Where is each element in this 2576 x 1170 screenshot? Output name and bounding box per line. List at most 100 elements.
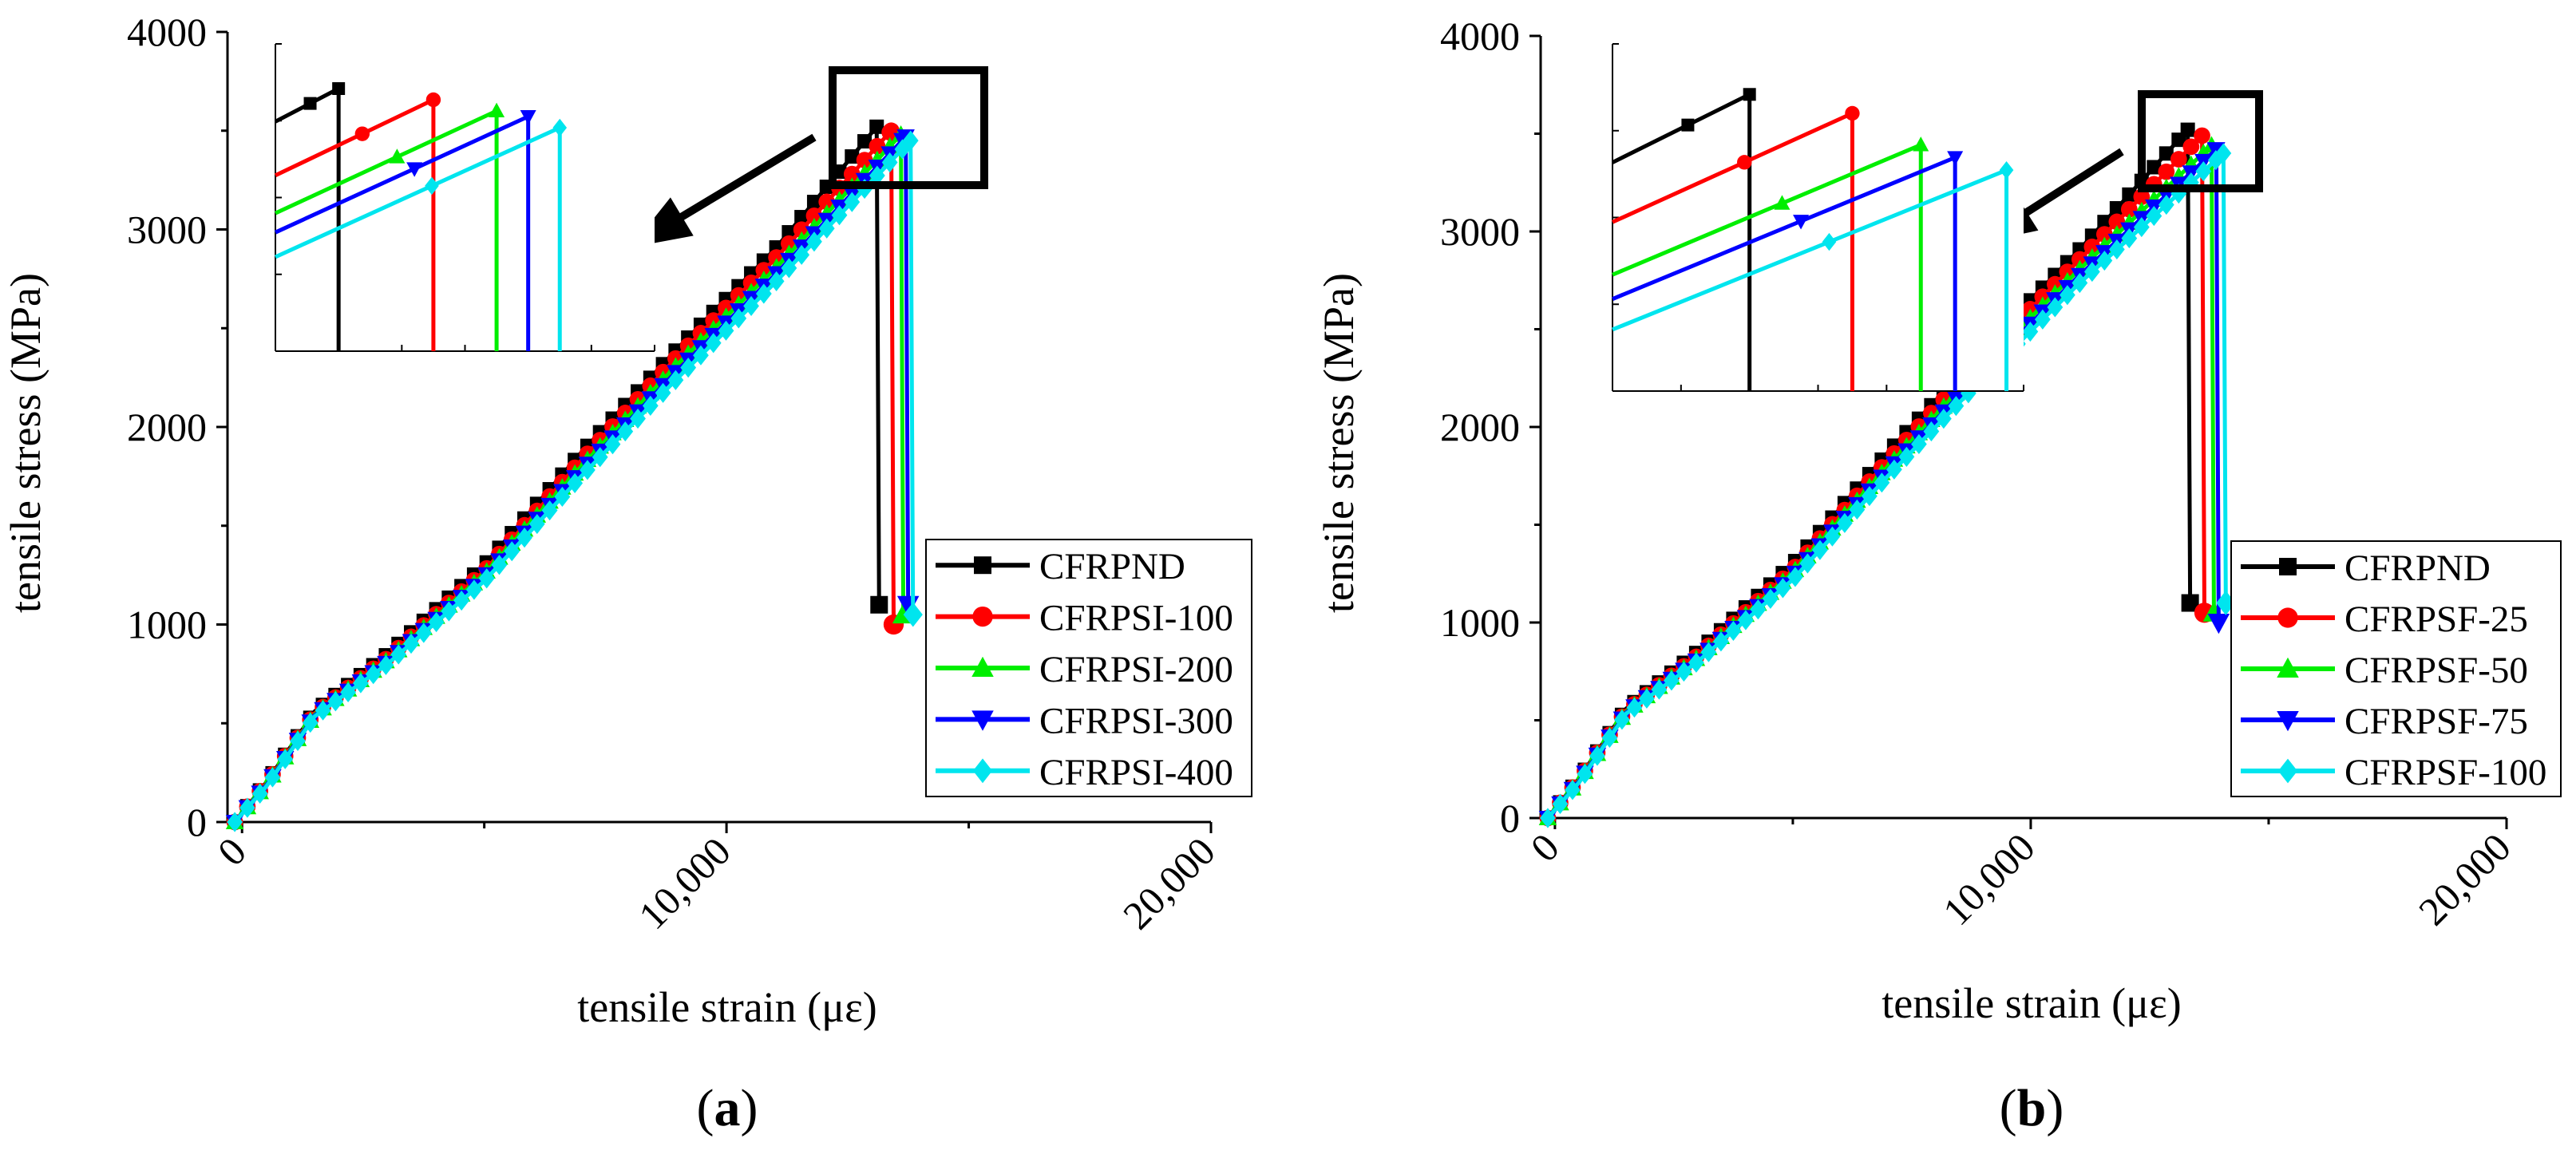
data-point-marker bbox=[818, 218, 835, 239]
panel-label-letter: b bbox=[2017, 1079, 2047, 1137]
data-point-marker bbox=[642, 395, 659, 416]
data-point-marker bbox=[415, 623, 432, 643]
data-point-marker bbox=[1614, 710, 1630, 730]
inset-marker bbox=[389, 148, 406, 164]
data-point-marker bbox=[1700, 642, 1717, 662]
data-point-marker bbox=[1688, 652, 1704, 673]
inset-peak-marker bbox=[425, 92, 441, 108]
data-point-marker bbox=[251, 783, 268, 804]
x-tick-label: 0 bbox=[209, 828, 255, 874]
data-point-marker bbox=[567, 472, 584, 494]
data-point-marker bbox=[869, 165, 885, 186]
x-axis-title: tensile strain (με) bbox=[1882, 979, 2182, 1027]
data-point-marker bbox=[743, 295, 759, 317]
inset-peak-marker bbox=[1845, 105, 1860, 121]
legend-swatch-marker bbox=[971, 656, 994, 677]
series-cfrpsi-400 bbox=[227, 130, 923, 832]
legend-label: CFRPSF-50 bbox=[2345, 650, 2528, 691]
panel-label-open: ( bbox=[697, 1079, 714, 1137]
data-point-marker bbox=[2034, 309, 2051, 330]
data-point-marker bbox=[592, 447, 608, 468]
data-point-marker bbox=[2022, 321, 2039, 342]
data-point-marker bbox=[1775, 578, 1791, 599]
legend-label: CFRPSF-25 bbox=[2345, 599, 2528, 640]
data-point-marker bbox=[2120, 200, 2138, 218]
data-point-marker bbox=[630, 408, 646, 429]
y-tick-label: 1000 bbox=[127, 603, 207, 647]
data-point-marker bbox=[845, 149, 860, 164]
data-point-marker bbox=[2147, 160, 2162, 175]
data-point-marker bbox=[2133, 216, 2150, 238]
data-point-marker bbox=[806, 231, 822, 252]
data-point-marker bbox=[1601, 727, 1618, 748]
data-point-marker bbox=[894, 139, 911, 160]
peak-marker bbox=[2207, 142, 2226, 159]
data-point-marker bbox=[1762, 588, 1779, 609]
data-point-marker bbox=[1565, 780, 1581, 800]
inset-marker bbox=[303, 97, 317, 110]
inset-marker bbox=[1737, 155, 1752, 170]
data-point-marker bbox=[1589, 745, 1605, 766]
legend-swatch-marker bbox=[2277, 657, 2299, 678]
data-point-marker bbox=[403, 633, 419, 654]
residual-marker bbox=[870, 595, 888, 614]
peak-marker bbox=[2180, 122, 2195, 137]
data-point-marker bbox=[617, 421, 634, 442]
x-axis-title: tensile strain (με) bbox=[577, 983, 877, 1031]
data-point-marker bbox=[2122, 187, 2137, 202]
peak-marker bbox=[2215, 143, 2232, 164]
data-point-marker bbox=[504, 541, 520, 562]
data-point-marker bbox=[680, 358, 697, 378]
y-axis-title: tensile stress (MPa) bbox=[2, 273, 49, 613]
legend-label: CFRPND bbox=[1039, 546, 1185, 587]
y-tick-label: 2000 bbox=[127, 405, 207, 449]
data-point-marker bbox=[1540, 808, 1556, 828]
inset-peak-marker bbox=[1999, 160, 2014, 180]
legend-label: CFRPND bbox=[2345, 547, 2491, 589]
data-point-marker bbox=[264, 767, 281, 788]
data-point-marker bbox=[1811, 540, 1828, 560]
panel-label-close: ) bbox=[741, 1079, 758, 1137]
data-point-marker bbox=[881, 152, 898, 173]
data-point-marker bbox=[1639, 688, 1655, 709]
legend: CFRPND CFRPSI-100 CFRPSI-200 CFRPSI-300 CFRP… bbox=[925, 539, 1252, 797]
data-point-marker bbox=[2108, 213, 2126, 231]
inset-peak-marker bbox=[332, 82, 346, 95]
data-point-marker bbox=[1552, 793, 1569, 814]
zoom-arrow-shaft bbox=[2009, 148, 2124, 226]
panel-label-open: ( bbox=[2000, 1079, 2017, 1137]
residual-marker bbox=[903, 602, 923, 627]
inset-marker bbox=[1793, 215, 1810, 230]
data-point-marker bbox=[2084, 228, 2099, 243]
data-point-marker bbox=[793, 244, 810, 265]
data-point-marker bbox=[2108, 239, 2125, 260]
y-tick-label: 4000 bbox=[1440, 14, 1520, 58]
panel-label: (b) bbox=[2000, 1079, 2064, 1137]
data-point-marker bbox=[693, 345, 709, 366]
data-point-marker bbox=[730, 308, 747, 329]
data-point-marker bbox=[340, 682, 357, 703]
residual-marker bbox=[2181, 594, 2199, 612]
data-point-marker bbox=[2096, 250, 2113, 271]
data-point-marker bbox=[2095, 226, 2113, 243]
inset-marker bbox=[1681, 118, 1695, 132]
data-point-marker bbox=[2121, 227, 2138, 249]
data-point-marker bbox=[1849, 499, 1866, 520]
residual-marker bbox=[2207, 614, 2230, 634]
data-point-marker bbox=[1750, 599, 1767, 620]
data-point-marker bbox=[390, 644, 407, 665]
data-point-marker bbox=[806, 195, 821, 210]
legend-swatch-marker bbox=[2277, 607, 2298, 628]
data-point-marker bbox=[1738, 610, 1754, 630]
inset-background bbox=[1612, 44, 2024, 391]
inset-peak-marker bbox=[1947, 151, 1964, 166]
data-point-marker bbox=[2170, 151, 2187, 168]
inset-plot bbox=[1611, 43, 2024, 392]
legend-label: CFRPSF-100 bbox=[2345, 752, 2546, 793]
data-point-marker bbox=[516, 528, 532, 548]
panel-label-letter: a bbox=[714, 1079, 741, 1137]
inset-peak-marker bbox=[1743, 88, 1756, 101]
data-point-marker bbox=[844, 192, 861, 212]
legend-swatch-marker bbox=[2277, 711, 2299, 732]
data-point-marker bbox=[2109, 201, 2124, 216]
